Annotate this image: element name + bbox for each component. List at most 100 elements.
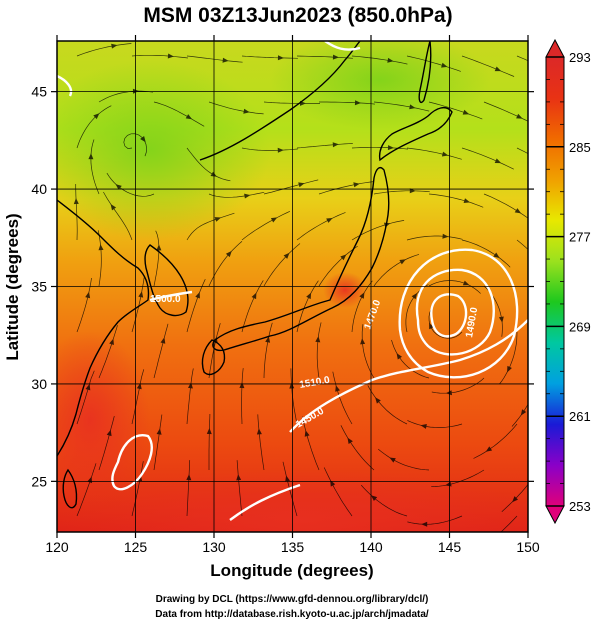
- streamline-arrowhead-87: [421, 521, 428, 527]
- streamline-arrowhead-89: [570, 116, 577, 121]
- streamline-51: [316, 322, 322, 379]
- streamline-18: [153, 323, 169, 379]
- colorbar: 293 285 277 269 261 253: [545, 38, 591, 525]
- warm-region-center: [323, 272, 367, 308]
- streamline-8: [76, 370, 95, 425]
- warm-region-west: [57, 330, 150, 510]
- streamline-arrowhead-70: [442, 233, 449, 239]
- isobar-southwest-loop: [111, 434, 153, 491]
- lon-tick-label-125: 125: [124, 539, 148, 555]
- streamline-arrowhead-62: [360, 338, 366, 345]
- isobars: [57, 41, 528, 521]
- streamline-46: [296, 143, 353, 149]
- streamline-arrowhead-42: [256, 428, 262, 435]
- y-axis-title: Latitude (degrees): [3, 213, 22, 360]
- streamline-arrowhead-67: [462, 109, 470, 115]
- streamline-65: [323, 467, 353, 517]
- streamline-67: [428, 101, 483, 120]
- streamline-47: [318, 181, 374, 195]
- streamline-arrowhead-43: [236, 474, 242, 481]
- streamline-arrowhead-71: [462, 280, 470, 286]
- streamline-50: [296, 280, 319, 333]
- streamline-39: [241, 280, 264, 333]
- streamline-arrowhead-79: [494, 158, 502, 164]
- streamline-2: [76, 105, 112, 149]
- streamline-69: [428, 193, 484, 208]
- streamline-arrowhead-51: [315, 336, 321, 343]
- coastline-japan-kyushu: [201, 339, 226, 376]
- colorbar-max-arrow: [545, 38, 565, 58]
- streamline-arrowhead-26: [214, 217, 222, 222]
- streamline-arrowhead-75: [389, 457, 396, 463]
- streamline-92: [516, 239, 528, 250]
- streamline-arrowhead-17: [138, 291, 144, 298]
- streamline-60: [373, 254, 420, 287]
- streamline-27: [208, 241, 243, 287]
- x-axis-title: Longitude (degrees): [210, 561, 373, 580]
- isobar-mid: [149, 290, 193, 302]
- streamline-74: [367, 385, 408, 425]
- cool-region-north: [57, 60, 270, 240]
- colorbar-label-269: 269: [569, 319, 591, 334]
- lat-tick-label-30: 30: [31, 376, 47, 392]
- streamline-arrowhead-5: [98, 244, 104, 251]
- streamline-80: [483, 193, 528, 219]
- streamline-34: [263, 101, 320, 104]
- streamline-32: [186, 460, 191, 517]
- streamline-5: [97, 230, 102, 287]
- streamline-38: [263, 243, 301, 287]
- streamline-30: [186, 368, 194, 425]
- streamline-11: [131, 54, 188, 59]
- streamline-25: [208, 191, 265, 198]
- streamline-arrowhead-60: [399, 259, 406, 265]
- streamlines: [73, 43, 577, 545]
- streamline-arrowhead-32: [186, 474, 192, 481]
- streamline-31: [208, 413, 211, 470]
- streamline-arrowhead-49: [340, 254, 347, 261]
- streamline-arrowhead-11: [167, 53, 174, 59]
- streamline-arrowhead-4: [73, 198, 79, 205]
- streamline-83: [428, 308, 463, 339]
- credit-line-1: Drawing by DCL (https://www.gfd-dennou.o…: [156, 594, 429, 605]
- streamline-arrowhead-7: [109, 338, 114, 345]
- streamline-6: [76, 277, 92, 333]
- streamline-arrowhead-47: [353, 182, 360, 188]
- streamline-arrowhead-23: [243, 108, 250, 114]
- streamline-arrowhead-12: [185, 114, 193, 120]
- streamline-arrowhead-39: [251, 292, 257, 300]
- streamline-arrowhead-73: [396, 353, 402, 360]
- streamline-arrowhead-98: [486, 539, 492, 545]
- streamline-64: [340, 425, 375, 471]
- streamline-arrowhead-44: [332, 54, 339, 60]
- streamline-arrowhead-77: [494, 66, 502, 72]
- streamline-28: [186, 279, 206, 333]
- streamline-arrowhead-46: [332, 142, 339, 148]
- streamline-26: [186, 212, 235, 241]
- streamline-arrowhead-8: [85, 383, 91, 391]
- streamline-arrowhead-83: [429, 322, 434, 330]
- streamline-arrowhead-54: [285, 475, 290, 482]
- coastline-japan-hokkaido: [378, 106, 453, 162]
- streamline-43: [236, 460, 243, 517]
- streamline-arrowhead-30: [188, 382, 193, 389]
- streamline-81: [461, 239, 511, 268]
- streamline-12: [153, 101, 205, 127]
- streamline-arrowhead-36: [298, 182, 305, 188]
- streamline-arrowhead-40: [265, 336, 271, 343]
- warm-region-south: [60, 470, 528, 532]
- grid-lines: [57, 41, 528, 532]
- streamline-63: [332, 371, 353, 425]
- streamline-arrowhead-57: [387, 145, 394, 151]
- isobar-low-ring-3: [398, 248, 519, 379]
- streamline-arrowhead-97: [512, 496, 518, 503]
- streamline-arrowhead-82: [498, 316, 504, 323]
- streamline-arrowhead-0: [111, 43, 118, 49]
- streamline-arrowhead-38: [283, 252, 290, 259]
- colorbar-label-253: 253: [569, 499, 591, 514]
- lat-tick-label-25: 25: [31, 473, 47, 489]
- streamline-arrowhead-58: [409, 188, 416, 194]
- streamline-96: [473, 423, 518, 459]
- streamline-15: [103, 191, 133, 241]
- coastline-japan-honshu: [212, 166, 390, 352]
- streamline-98: [500, 515, 518, 532]
